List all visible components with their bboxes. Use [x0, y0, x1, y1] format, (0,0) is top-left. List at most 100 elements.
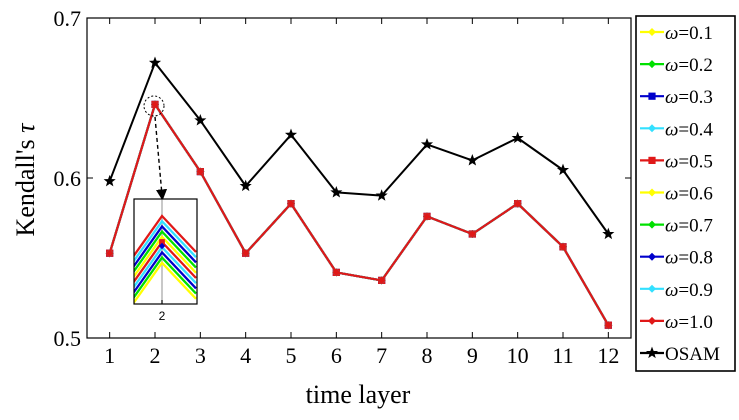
- data-point-1-0-12: [604, 321, 613, 330]
- data-point-1-0-9: [468, 230, 477, 238]
- y-tick-label-0.7: 0.7: [54, 6, 82, 31]
- x-tick-label-6: 6: [331, 343, 342, 368]
- legend-label-value: =0.3: [678, 87, 712, 108]
- legend-label-symbol: ω: [665, 87, 678, 108]
- data-point-osam-3: [194, 114, 207, 126]
- zoom-inset-line-0-7: [134, 229, 197, 274]
- x-tick-label-8: 8: [422, 343, 433, 368]
- legend-label-value: OSAM: [665, 344, 720, 365]
- zoom-inset-line-0-2: [134, 255, 197, 300]
- x-axis-title: time layer: [306, 380, 411, 409]
- legend-item-0-8: ω=0.8: [640, 248, 713, 269]
- series-layer: [103, 56, 615, 330]
- legend-label-symbol: ω: [665, 280, 678, 301]
- data-point-1-0-6: [332, 268, 341, 277]
- legend-label-value: =0.8: [678, 248, 712, 269]
- legend-label-value: =0.4: [678, 119, 713, 140]
- legend-swatch-marker: [648, 284, 656, 293]
- series-osam: [103, 56, 615, 240]
- legend-label: ω=0.1: [665, 23, 713, 44]
- y-axis-title: Kendall's τ: [11, 122, 40, 237]
- y-axis: 0.5 0.6 0.7: [54, 6, 631, 351]
- legend-swatch-marker: [648, 156, 656, 164]
- data-point-osam-2: [148, 56, 162, 68]
- legend-item-0-6: ω=0.6: [640, 184, 713, 205]
- data-point-osam-4: [239, 179, 252, 192]
- zoom-arrow: [154, 116, 168, 201]
- legend-label-value: =0.9: [678, 280, 712, 301]
- x-tick-label-11: 11: [552, 343, 573, 368]
- series-line-1-0: [108, 103, 610, 326]
- zoom-inset-line-0-6: [134, 234, 197, 279]
- legend-item-0-5: ω=0.5: [640, 151, 713, 172]
- legend-label-value: =0.5: [678, 151, 712, 172]
- data-point-1-0-4: [241, 249, 250, 258]
- legend-entries: ω=0.1ω=0.2ω=0.3ω=0.4ω=0.5ω=0.6ω=0.7ω=0.8…: [640, 23, 720, 365]
- legend-item-0-7: ω=0.7: [640, 216, 713, 237]
- x-tick-label-7: 7: [376, 343, 387, 368]
- zoom-inset-x-tick: 2: [159, 309, 166, 323]
- legend-swatch-marker: [648, 188, 656, 197]
- series-line-osam: [108, 61, 610, 235]
- x-tick-label-10: 10: [507, 343, 529, 368]
- x-tick-label-1: 1: [104, 343, 115, 368]
- zoom-inset-lines: [134, 214, 197, 304]
- legend-label: ω=0.5: [665, 151, 713, 172]
- zoom-inset-line-0-3: [134, 250, 197, 294]
- x-tick-label-4: 4: [240, 343, 251, 368]
- x-tick-label-3: 3: [195, 343, 206, 368]
- x-tick-label-12: 12: [597, 343, 619, 368]
- y-tick-label-0.6: 0.6: [54, 166, 82, 191]
- legend-label-value: =0.7: [678, 216, 712, 237]
- x-axis: 1 2 3 4 5 6 7 8 9 10 11 12: [104, 18, 619, 368]
- y-tick-label-0.5: 0.5: [54, 326, 82, 351]
- data-point-osam-1: [103, 174, 116, 187]
- zoom-inset-line-0-9: [134, 219, 197, 263]
- zoom-inset: 2: [133, 198, 198, 323]
- legend-label-symbol: ω: [665, 119, 678, 140]
- legend-item-0-9: ω=0.9: [640, 280, 713, 301]
- legend-label: ω=0.4: [665, 119, 713, 140]
- data-point-1-0-1: [105, 249, 114, 258]
- x-tick-label-9: 9: [467, 343, 478, 368]
- legend-label: ω=0.6: [665, 184, 713, 205]
- legend-label-symbol: ω: [665, 248, 678, 269]
- legend-swatch-marker: [648, 220, 656, 229]
- data-point-osam-5: [284, 128, 298, 140]
- data-point-osam-11: [556, 163, 570, 176]
- y-axis-title-prefix: Kendall's: [11, 133, 40, 237]
- data-point-1-0-2: [151, 100, 159, 109]
- x-tick-label-2: 2: [150, 343, 161, 368]
- legend-item-osam: OSAM: [640, 344, 720, 365]
- legend-label-symbol: ω: [665, 151, 678, 172]
- data-point-osam-12: [602, 227, 615, 240]
- legend-label: ω=0.7: [665, 216, 713, 237]
- zoom-inset-line-1-0: [134, 214, 197, 258]
- legend-label-symbol: ω: [665, 184, 678, 205]
- legend-label-value: =0.2: [678, 55, 712, 76]
- legend-swatch-marker: [645, 346, 659, 359]
- legend-swatch-marker: [648, 92, 656, 100]
- legend-item-1-0: ω=1.0: [640, 312, 713, 333]
- data-point-osam-7: [375, 189, 388, 201]
- data-point-osam-8: [420, 138, 434, 150]
- x-tick-label-5: 5: [286, 343, 297, 368]
- series-1-0: [105, 100, 613, 330]
- legend-label-symbol: ω: [665, 312, 678, 333]
- legend-label: ω=0.3: [665, 87, 713, 108]
- data-point-1-0-11: [559, 242, 567, 251]
- legend-swatch-marker: [648, 252, 656, 261]
- data-point-osam-10: [511, 131, 524, 144]
- legend-label-value: =0.6: [678, 184, 712, 205]
- legend-swatch-marker: [648, 316, 656, 325]
- zoom-region-circle: [143, 95, 165, 117]
- legend-label-symbol: ω: [665, 55, 678, 76]
- legend-label-symbol: ω: [665, 216, 678, 237]
- legend-label: OSAM: [665, 344, 720, 365]
- data-point-1-0-7: [377, 276, 386, 285]
- data-point-osam-6: [330, 186, 343, 198]
- data-point-1-0-8: [423, 212, 431, 221]
- legend-swatch-marker: [648, 60, 656, 69]
- legend-item-0-3: ω=0.3: [640, 87, 713, 108]
- legend: ω=0.1ω=0.2ω=0.3ω=0.4ω=0.5ω=0.6ω=0.7ω=0.8…: [635, 15, 736, 372]
